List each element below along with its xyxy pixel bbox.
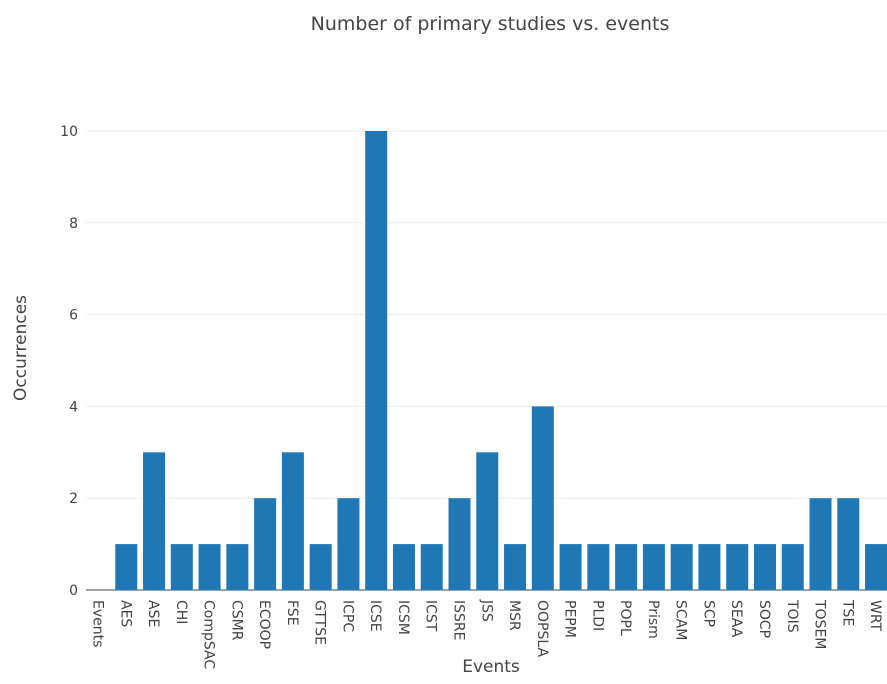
bar-issre[interactable] (448, 498, 471, 590)
bar-socp[interactable] (753, 544, 776, 590)
y-tick-label: 4 (69, 399, 78, 415)
x-tick-label: TOSEM (812, 599, 828, 649)
bar-oopsla[interactable] (531, 406, 554, 590)
y-tick-label: 2 (69, 491, 78, 507)
x-tick-label: ISSRE (451, 600, 467, 640)
x-tick-label: JSS (478, 599, 494, 622)
x-tick-label: ICST (423, 600, 439, 632)
x-tick-label: SCAM (673, 600, 689, 640)
x-tick-label: GTTSE (312, 600, 328, 645)
bar-icst[interactable] (420, 544, 443, 590)
bar-gttse[interactable] (309, 544, 332, 590)
x-tick-label: ICSE (367, 600, 383, 632)
bar-ecoop[interactable] (254, 498, 277, 590)
x-tick-label: FSE (284, 600, 300, 626)
chart-title: Number of primary studies vs. events (311, 13, 670, 35)
bar-icsm[interactable] (392, 544, 415, 590)
bar-fse[interactable] (281, 452, 304, 590)
x-tick-label: Events (90, 600, 106, 647)
bar-chi[interactable] (170, 544, 193, 590)
y-tick-label: 0 (69, 583, 78, 599)
bar-compsac[interactable] (198, 544, 221, 590)
x-tick-label: SOCP (756, 600, 772, 638)
bar-msr[interactable] (504, 544, 527, 590)
bar-icse[interactable] (365, 131, 388, 590)
bar-scp[interactable] (698, 544, 721, 590)
x-tick-label: ICSM (395, 600, 411, 635)
x-tick-label: AES (117, 600, 133, 627)
x-tick-label: ECOOP (256, 600, 272, 649)
x-tick-label: CSMR (228, 600, 244, 641)
x-tick-label: POPL (617, 600, 633, 636)
bar-ase[interactable] (143, 452, 166, 590)
bar-wrt[interactable] (865, 544, 887, 590)
x-tick-label: ASE (145, 600, 161, 627)
y-axis-title: Occurrences (11, 295, 31, 401)
bars (115, 131, 887, 590)
bar-aes[interactable] (115, 544, 138, 590)
x-tick-label: TOIS (784, 599, 800, 633)
x-tick-label: CHI (173, 600, 189, 624)
bar-icpc[interactable] (337, 498, 360, 590)
x-axis-ticks: Events AES ASE CHI CompSAC CSMR ECOOP FSE GTTSE I… (90, 599, 884, 669)
x-tick-label: ICPC (339, 600, 355, 632)
bar-csmr[interactable] (226, 544, 249, 590)
x-tick-label: MSR (506, 600, 522, 631)
y-tick-label: 8 (69, 216, 78, 232)
y-axis-ticks: 0 2 4 6 8 10 (60, 124, 78, 599)
y-tick-label: 10 (60, 124, 78, 140)
x-tick-label: TSE (839, 599, 855, 626)
x-tick-label: PEPM (562, 600, 578, 638)
x-tick-label: WRT (867, 600, 883, 632)
bar-prism[interactable] (642, 544, 665, 590)
bar-jss[interactable] (476, 452, 499, 590)
y-tick-label: 6 (69, 308, 78, 324)
x-tick-label: Prism (645, 600, 661, 639)
bar-pldi[interactable] (587, 544, 610, 590)
x-tick-label: OOPSLA (534, 600, 550, 657)
bar-tosem[interactable] (809, 498, 832, 590)
x-tick-label: SCP (700, 600, 716, 627)
grid-lines (86, 130, 887, 591)
bar-pepm[interactable] (559, 544, 582, 590)
x-axis-title: Events (462, 657, 520, 677)
x-tick-label: CompSAC (201, 600, 217, 669)
x-tick-label: PLDI (589, 600, 605, 631)
bar-tois[interactable] (781, 544, 804, 590)
x-tick-label: SEAA (728, 600, 744, 638)
bar-scam[interactable] (670, 544, 693, 590)
bar-popl[interactable] (615, 544, 638, 590)
bar-seaa[interactable] (726, 544, 749, 590)
bar-tse[interactable] (837, 498, 860, 590)
